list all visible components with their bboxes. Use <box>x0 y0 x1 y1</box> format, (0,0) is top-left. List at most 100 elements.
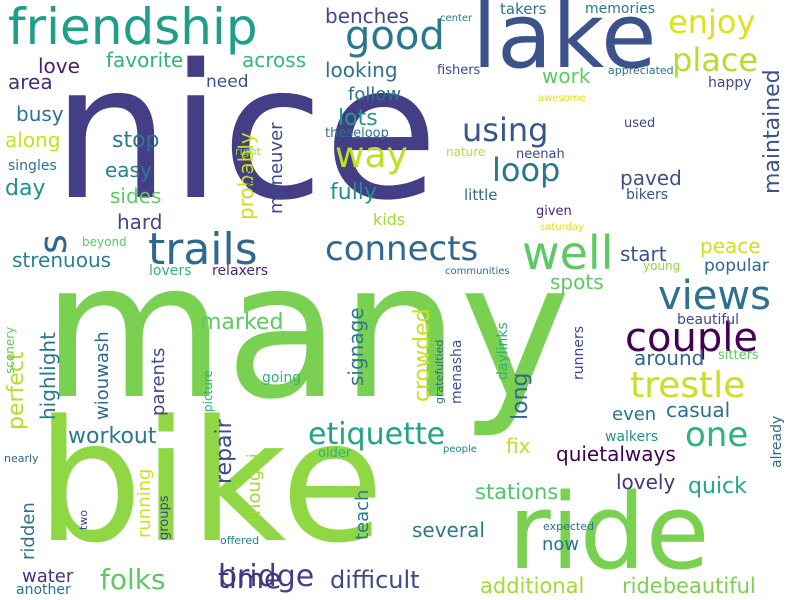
cloud-word: awesome <box>538 93 586 104</box>
cloud-word: wiouwash <box>92 331 113 420</box>
cloud-word: area <box>8 70 53 94</box>
cloud-word: runners <box>571 325 587 380</box>
cloud-word: busy <box>16 102 64 126</box>
cloud-word: ve <box>243 169 259 186</box>
cloud-word: people <box>443 444 477 455</box>
cloud-word: scenery <box>3 326 17 374</box>
cloud-word: singles <box>8 158 57 174</box>
cloud-word: ridebeautiful <box>622 574 756 598</box>
cloud-word: highlight <box>36 332 60 420</box>
cloud-word: beautiful <box>677 312 740 328</box>
cloud-word: takers <box>500 0 547 18</box>
cloud-word: little <box>464 186 498 204</box>
cloud-word: sides <box>110 184 162 208</box>
cloud-word: along <box>5 128 61 152</box>
cloud-word: views <box>658 273 771 319</box>
cloud-word: couple <box>625 315 758 361</box>
cloud-word: going <box>262 370 302 386</box>
cloud-word: fishers <box>437 63 481 78</box>
cloud-word: strenuous <box>12 248 112 272</box>
cloud-word: lake <box>472 0 657 89</box>
cloud-word: memories <box>585 1 656 17</box>
cloud-word: need <box>206 72 249 92</box>
cloud-word: saturday <box>540 222 584 233</box>
cloud-word: place <box>672 41 759 79</box>
cloud-word: parents <box>148 347 169 416</box>
cloud-word: repair <box>212 419 237 484</box>
cloud-word: daylinks <box>495 322 511 380</box>
cloud-word: around <box>634 346 705 370</box>
cloud-word: marked <box>200 310 284 335</box>
cloud-word: folks <box>100 563 166 596</box>
cloud-word: good <box>345 13 445 59</box>
cloud-word: crowded <box>410 308 435 402</box>
cloud-word: several <box>412 518 485 542</box>
cloud-word: day <box>5 176 46 201</box>
cloud-word: paved <box>620 166 682 190</box>
cloud-word: thoughi <box>244 453 265 522</box>
cloud-word: popular <box>704 256 769 276</box>
cloud-word: workout <box>68 424 157 449</box>
cloud-word: easy <box>105 158 152 182</box>
cloud-word: neenah <box>516 147 565 162</box>
cloud-word: running <box>134 468 155 538</box>
cloud-word: peace <box>700 234 761 258</box>
cloud-word: walkers <box>605 429 659 445</box>
cloud-word: signage <box>344 307 368 386</box>
cloud-word: theseloop <box>325 126 389 141</box>
cloud-word: nice <box>52 24 439 241</box>
cloud-word: time <box>218 562 282 595</box>
cloud-word: another <box>16 582 71 598</box>
cloud-word: using <box>462 111 549 149</box>
cloud-word: spots <box>550 270 604 294</box>
cloud-word: etiquette <box>308 417 446 452</box>
cloud-word: work <box>542 64 591 88</box>
cloud-word: fix <box>506 434 531 458</box>
cloud-word: beyond <box>82 235 127 249</box>
cloud-word: young <box>643 259 681 273</box>
cloud-word: groups <box>157 495 172 540</box>
cloud-word: follow <box>348 84 402 105</box>
cloud-word: picture <box>201 370 215 412</box>
cloud-word: across <box>242 48 307 72</box>
cloud-word: enjoy <box>668 3 756 41</box>
cloud-word: offered <box>220 534 260 547</box>
cloud-word: lots <box>338 106 378 131</box>
cloud-word: fully <box>330 180 377 205</box>
cloud-word: friendship <box>8 0 258 56</box>
cloud-word: well <box>522 226 614 280</box>
cloud-word: teach <box>352 489 373 540</box>
cloud-word: stop <box>112 128 160 153</box>
cloud-word: quietalways <box>556 442 676 466</box>
cloud-word: expected <box>543 520 594 533</box>
cloud-word: looking <box>325 58 398 82</box>
cloud-word: kids <box>373 210 406 229</box>
cloud-word: love <box>38 54 80 78</box>
cloud-word: sitters <box>718 348 759 363</box>
cloud-word: way <box>335 135 408 176</box>
cloud-word: already <box>769 415 785 468</box>
cloud-word: loop <box>492 151 561 189</box>
cloud-word: older <box>318 446 352 461</box>
cloud-word: communities <box>445 266 510 277</box>
cloud-word: many <box>42 222 571 441</box>
cloud-word: bike <box>36 384 384 580</box>
cloud-word: bridge <box>218 559 315 594</box>
cloud-word: hard <box>117 210 163 234</box>
cloud-word: trestle <box>630 365 746 406</box>
cloud-word: one <box>685 415 749 455</box>
cloud-word: nearly <box>4 452 39 465</box>
cloud-word: favorite <box>106 48 184 72</box>
cloud-word: bikers <box>626 187 669 203</box>
cloud-word: additional <box>480 574 585 598</box>
cloud-word: long <box>508 372 533 420</box>
cloud-word: ridden <box>18 502 39 560</box>
cloud-word: trails <box>148 224 258 275</box>
cloud-word: appreciated <box>608 64 674 77</box>
cloud-word: quick <box>688 474 747 499</box>
cloud-word: lovers <box>149 263 192 279</box>
cloud-word: casual <box>666 398 731 422</box>
cloud-word: s <box>31 234 75 254</box>
cloud-word: stations <box>475 480 559 504</box>
